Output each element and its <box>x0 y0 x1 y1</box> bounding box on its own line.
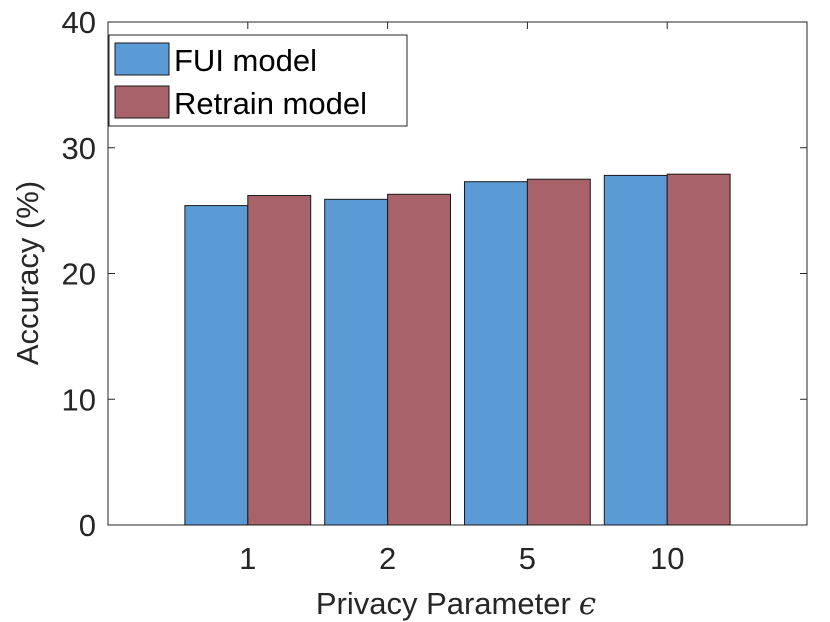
bar-retrain-10 <box>666 173 731 526</box>
x-axis-label-text: Privacy Parameter <box>316 586 571 621</box>
x-axis-label: Privacy Parameter ϵ <box>316 586 596 622</box>
x-tick-label: 10 <box>650 541 684 576</box>
bar-retrain-1 <box>247 195 312 526</box>
epsilon-symbol: ϵ <box>579 586 596 622</box>
y-tick-label: 10 <box>62 382 96 417</box>
legend-label-fui: FUI model <box>174 43 317 78</box>
bar-fui-5 <box>463 181 528 526</box>
legend-swatch-retrain <box>114 85 170 119</box>
bar-fui-2 <box>324 198 389 526</box>
legend: FUI model Retrain model <box>108 34 408 127</box>
bars-group <box>184 173 731 526</box>
y-tick-label: 40 <box>62 5 96 40</box>
y-tick-label: 30 <box>62 131 96 166</box>
y-axis-ticks: 0 10 20 30 40 <box>62 5 807 543</box>
legend-swatch-fui <box>114 42 170 76</box>
y-axis-label: Accuracy (%) <box>10 181 45 365</box>
bar-retrain-5 <box>526 178 591 526</box>
y-tick-label: 20 <box>62 257 96 292</box>
bar-fui-1 <box>184 205 249 526</box>
x-tick-label: 2 <box>379 541 396 576</box>
x-axis-ticks: 1 2 5 10 <box>239 22 684 576</box>
legend-label-retrain: Retrain model <box>174 86 367 121</box>
x-tick-label: 5 <box>519 541 536 576</box>
y-tick-label: 0 <box>79 508 96 543</box>
bar-retrain-2 <box>387 193 452 526</box>
x-tick-label: 1 <box>239 541 256 576</box>
bar-fui-10 <box>603 174 668 526</box>
